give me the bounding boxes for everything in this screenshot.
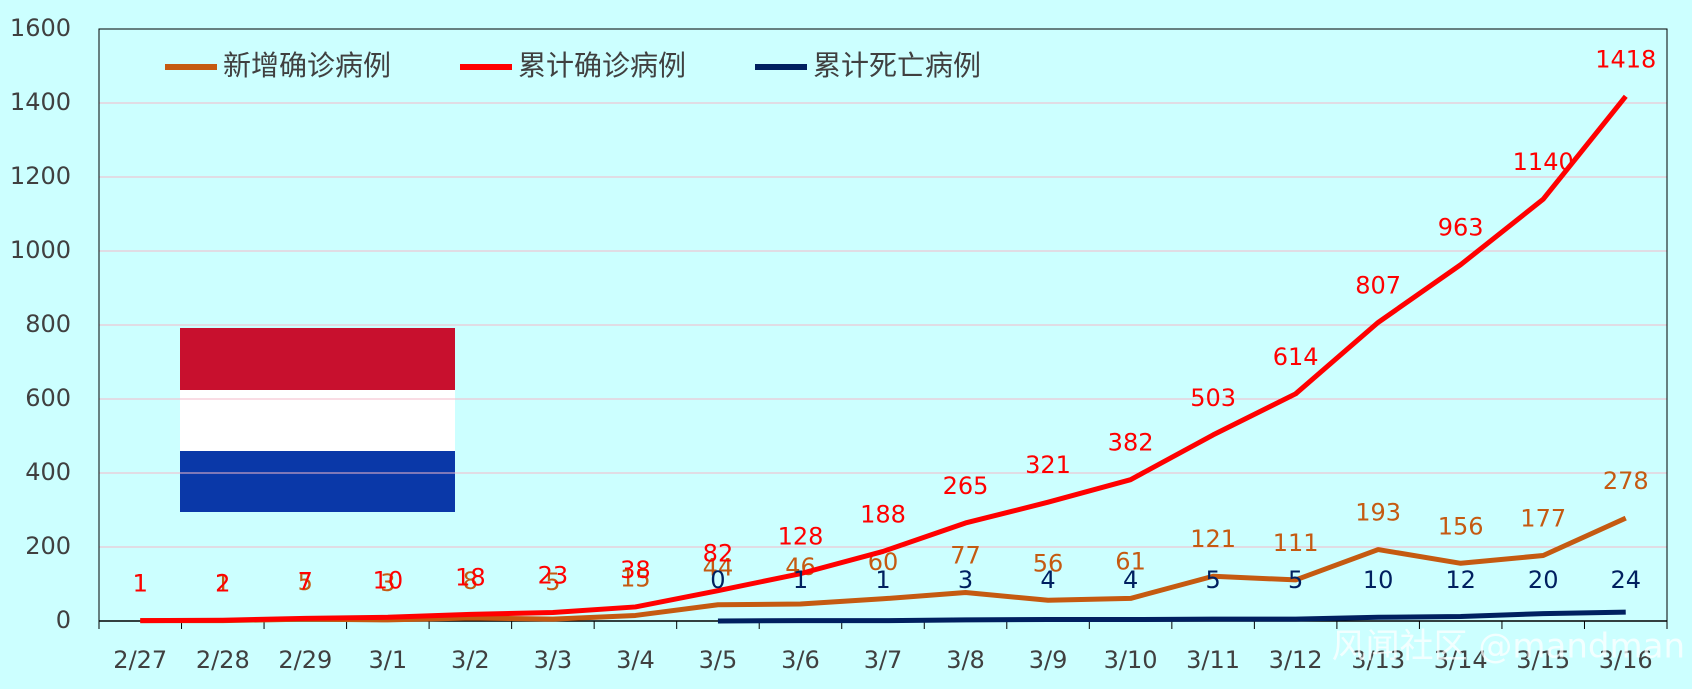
flag-blue xyxy=(180,451,455,512)
data-label: 503 xyxy=(1190,384,1236,412)
data-label: 156 xyxy=(1438,512,1484,540)
data-label: 18 xyxy=(455,563,486,591)
data-label: 23 xyxy=(538,561,569,589)
data-label: 265 xyxy=(943,472,989,500)
data-label: 4 xyxy=(1123,566,1138,594)
data-label: 5 xyxy=(545,568,560,596)
data-label: 111 xyxy=(1273,529,1319,557)
x-tick-label: 3/13 xyxy=(1351,646,1405,674)
legend-label: 新增确诊病例 xyxy=(223,49,391,82)
data-label: 177 xyxy=(1520,505,1566,533)
x-tick-label: 2/28 xyxy=(196,646,250,674)
x-tick-label: 2/27 xyxy=(113,646,167,674)
x-tick-label: 3/14 xyxy=(1434,646,1488,674)
data-label: 61 xyxy=(1115,547,1146,575)
x-tick-label: 2/29 xyxy=(278,646,332,674)
data-label: 5 xyxy=(298,568,313,596)
flag-white xyxy=(180,390,455,451)
data-label: 1140 xyxy=(1513,148,1574,176)
data-label: 4 xyxy=(1040,566,1055,594)
x-tick-label: 3/2 xyxy=(451,646,490,674)
data-label: 82 xyxy=(703,540,734,568)
x-tick-label: 3/3 xyxy=(534,646,573,674)
x-tick-label: 3/15 xyxy=(1516,646,1570,674)
data-label: 3 xyxy=(380,569,395,597)
legend-label: 累计死亡病例 xyxy=(813,49,981,82)
y-tick-label: 400 xyxy=(25,458,71,486)
x-tick-label: 3/4 xyxy=(616,646,655,674)
data-label: 807 xyxy=(1355,271,1401,299)
x-tick-label: 3/9 xyxy=(1029,646,1068,674)
data-label: 963 xyxy=(1438,214,1484,242)
data-label: 20 xyxy=(1528,566,1559,594)
y-tick-label: 1200 xyxy=(10,162,71,190)
data-label: 44 xyxy=(703,554,734,582)
data-label: 2 xyxy=(215,569,230,597)
x-tick-label: 3/6 xyxy=(781,646,820,674)
x-tick-label: 3/7 xyxy=(864,646,903,674)
legend-label: 累计确诊病例 xyxy=(518,49,686,82)
series-line xyxy=(717,609,1626,624)
data-label: 56 xyxy=(1033,549,1064,577)
data-label: 10 xyxy=(373,566,404,594)
y-tick-label: 200 xyxy=(25,532,71,560)
data-label: 278 xyxy=(1603,467,1649,495)
watermark: 风闻社区 @mandman xyxy=(1332,627,1685,667)
data-label: 382 xyxy=(1108,429,1154,457)
data-label: 7 xyxy=(298,567,313,595)
data-label: 77 xyxy=(950,542,981,570)
data-label: 10 xyxy=(1363,566,1394,594)
data-label: 121 xyxy=(1190,525,1236,553)
x-tick-label: 3/12 xyxy=(1269,646,1323,674)
data-label: 8 xyxy=(463,567,478,595)
y-tick-label: 800 xyxy=(25,310,71,338)
x-tick-label: 3/5 xyxy=(699,646,738,674)
data-label: 614 xyxy=(1273,343,1319,371)
y-tick-label: 0 xyxy=(56,606,71,634)
flag-red xyxy=(180,328,455,390)
x-tick-label: 3/8 xyxy=(946,646,985,674)
data-label: 12 xyxy=(1445,566,1476,594)
data-label: 5 xyxy=(1288,566,1303,594)
y-tick-label: 1400 xyxy=(10,88,71,116)
series-line xyxy=(140,515,1627,624)
y-tick-label: 1600 xyxy=(10,14,71,42)
data-label: 38 xyxy=(620,556,651,584)
series-line xyxy=(140,94,1628,624)
data-label: 188 xyxy=(860,500,906,528)
data-label: 193 xyxy=(1355,499,1401,527)
data-label: 1418 xyxy=(1595,45,1656,73)
y-tick-label: 600 xyxy=(25,384,71,412)
x-tick-label: 3/16 xyxy=(1599,646,1653,674)
flag xyxy=(180,328,455,512)
data-label: 1 xyxy=(875,566,890,594)
data-label: 1 xyxy=(133,570,148,598)
data-label: 1 xyxy=(793,566,808,594)
data-label: 15 xyxy=(620,564,651,592)
data-label: 24 xyxy=(1610,566,1641,594)
data-label: 1 xyxy=(133,570,148,598)
data-label: 3 xyxy=(958,566,973,594)
x-tick-label: 3/11 xyxy=(1186,646,1240,674)
data-label: 0 xyxy=(710,566,725,594)
data-label: 1 xyxy=(215,570,230,598)
data-label: 5 xyxy=(1205,566,1220,594)
y-tick-label: 1000 xyxy=(10,236,71,264)
x-tick-label: 3/1 xyxy=(369,646,408,674)
data-label: 128 xyxy=(778,523,824,551)
x-tick-label: 3/10 xyxy=(1104,646,1158,674)
data-label: 321 xyxy=(1025,451,1071,479)
